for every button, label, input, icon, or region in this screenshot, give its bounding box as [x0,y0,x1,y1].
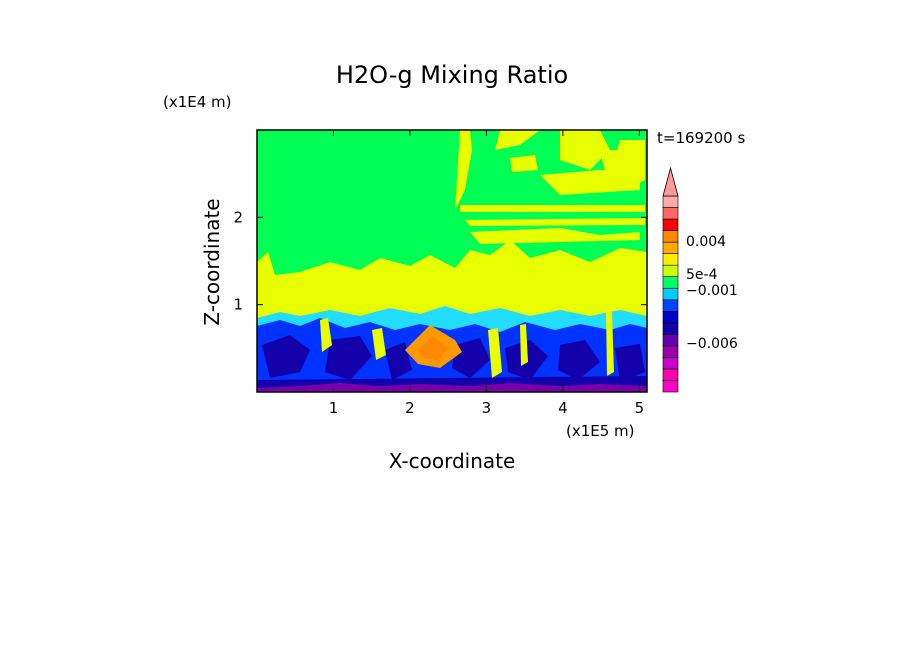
colorbar-segment [662,310,679,324]
colorbar-segment [662,380,679,393]
colorbar-segment [662,357,679,370]
colorbar-segment [662,195,679,208]
y-tick-label: 1 [233,296,243,314]
y-tick-label: 2 [233,208,243,226]
colorbar-segment [662,287,679,301]
x-tick-label: 4 [558,399,568,417]
purple-wisps [257,383,647,392]
y-axis-label: Z-coordinate [200,198,224,325]
colorbar-segment [662,253,679,266]
colorbar-segment [662,334,679,347]
x-tick-label: 5 [635,399,645,417]
x-tick-label: 1 [329,399,339,417]
colorbar-segment [662,276,679,289]
chart-title: H2O-g Mixing Ratio [336,61,568,89]
colorbar-segment [662,345,679,358]
colorbar-segment [662,368,679,381]
time-label: t=169200 s [657,129,745,147]
colorbar-label: −0.001 [686,283,738,299]
x-axis-label: X-coordinate [389,449,516,473]
colorbar-segment [662,264,679,278]
upper-streaks [455,130,645,244]
colorbar-segment [662,322,679,335]
dark-blue-blobs [257,335,647,392]
colorbar: 0.004 5e-4−0.001 −0.006 [662,166,738,393]
lower-streaks [320,312,614,378]
colorbar-segment [662,230,679,243]
x-tick-label: 3 [482,399,492,417]
plot-frame [256,129,648,393]
colorbar-segment [662,299,679,312]
colorbar-segment [662,207,679,220]
orange-core [418,336,448,360]
colorbar-label: −0.006 [686,336,738,352]
x-tick-label: 2 [405,399,415,417]
colorbar-label: 5e-4 [686,267,718,283]
y-unit-label: (x1E4 m) [163,93,232,111]
x-unit-label: (x1E5 m) [566,422,635,440]
colorbar-segment [662,218,679,231]
colorbar-segment [662,241,679,254]
plot-area [257,130,647,392]
colorbar-label: 0.004 [686,234,726,250]
axis-ticks: 1 2 3 4 5 1 2 [233,130,647,417]
colorbar-extend-arrow [662,166,679,197]
